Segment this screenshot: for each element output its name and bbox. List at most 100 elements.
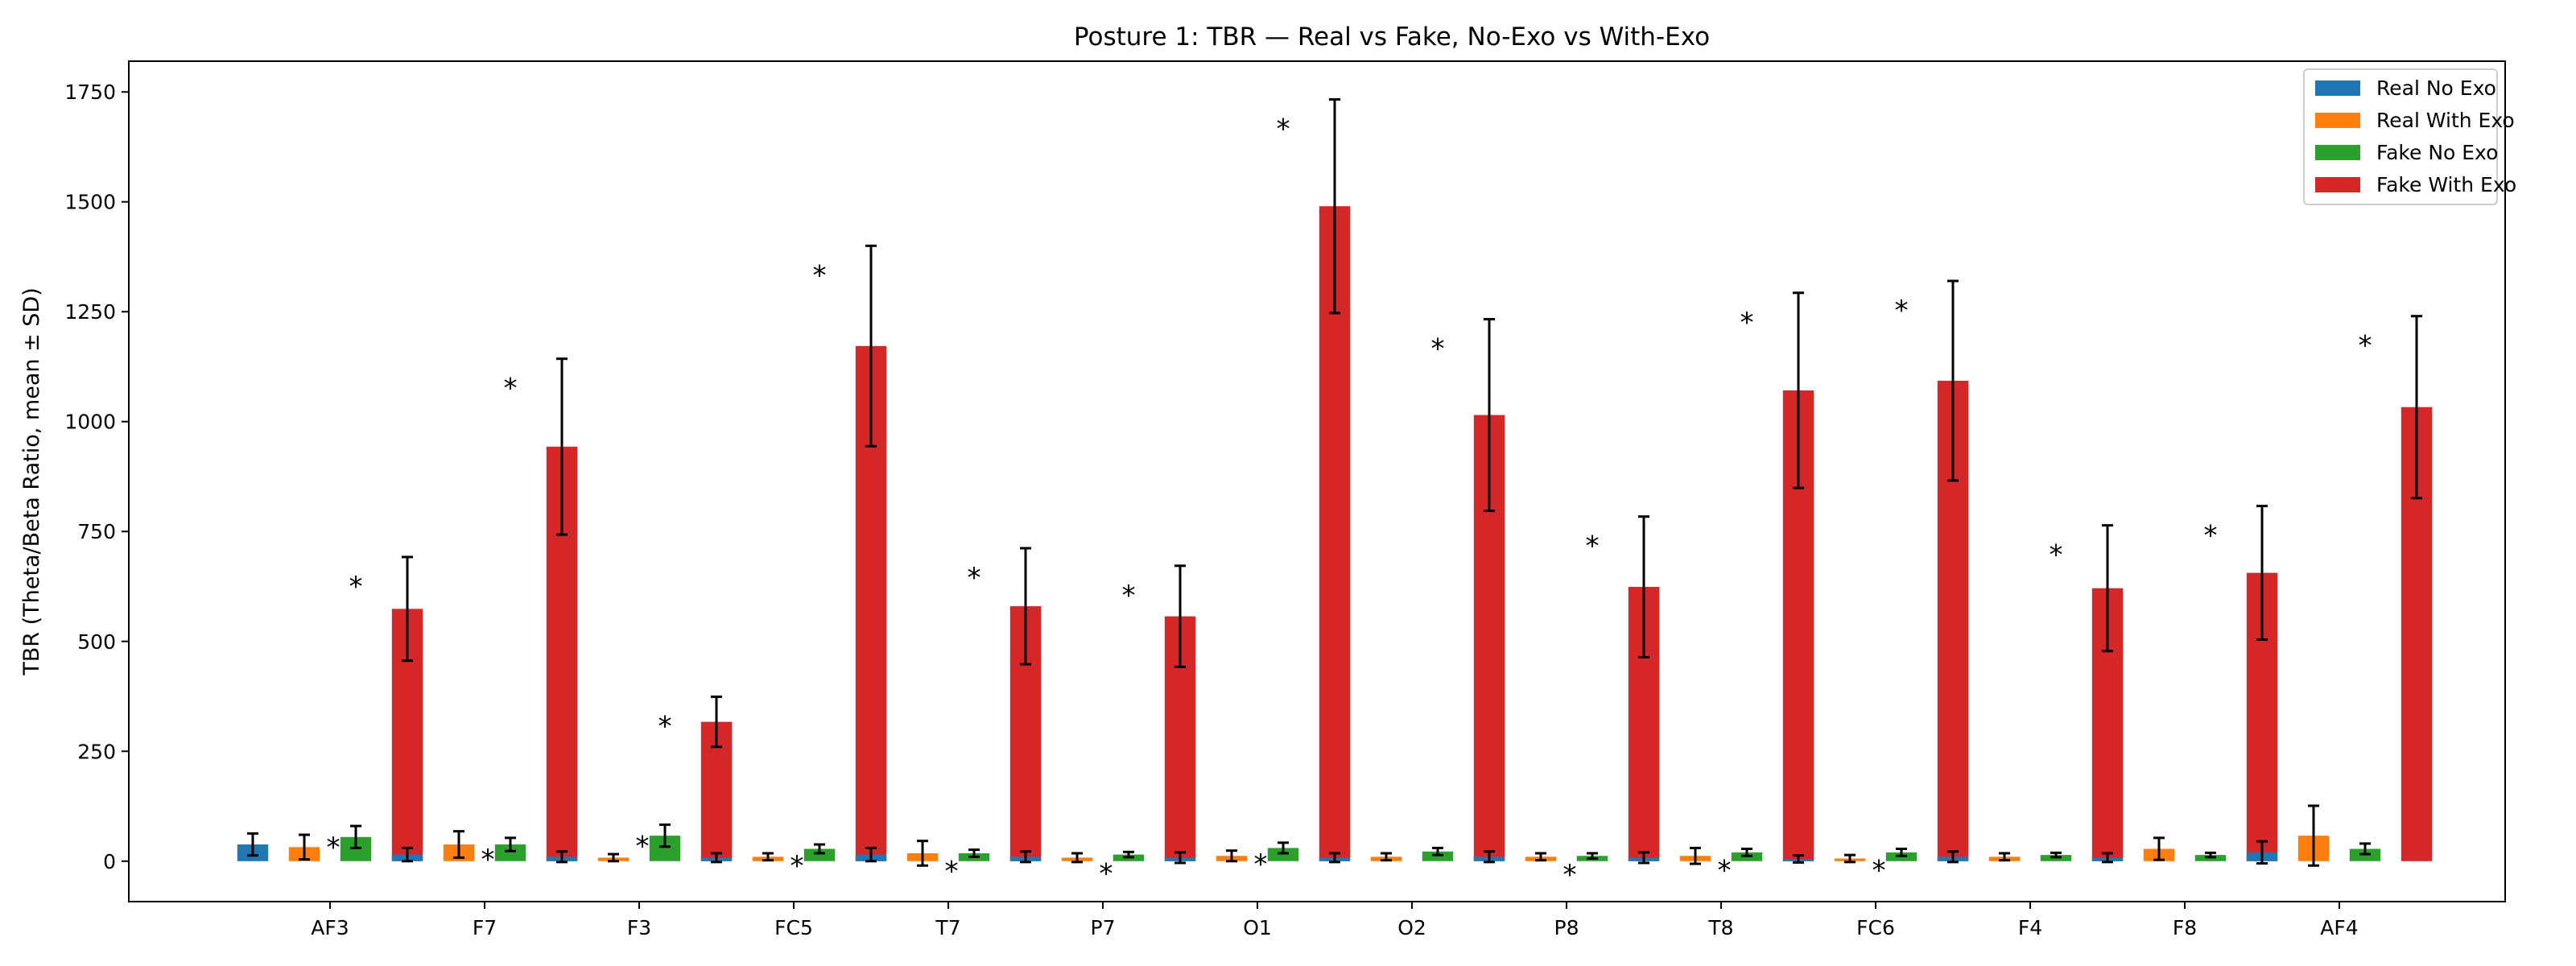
error-bar xyxy=(1690,846,1701,865)
significance-star: * xyxy=(1277,114,1290,146)
x-tick-label: F7 xyxy=(473,916,497,939)
error-bar xyxy=(350,824,361,849)
legend-label: Fake No Exo xyxy=(2376,141,2498,164)
legend-label: Real With Exo xyxy=(2376,109,2515,132)
significance-star: * xyxy=(1718,854,1732,886)
legend: Real No Exo Real With Exo Fake No Exo Fake … xyxy=(2303,68,2516,205)
error-bar xyxy=(762,852,774,862)
x-tick-label: AF3 xyxy=(311,916,349,939)
error-bar xyxy=(247,832,258,857)
error-bar xyxy=(711,852,722,864)
error-bar xyxy=(402,846,413,863)
y-axis-label: TBR (Theta/Beta Ratio, mean ± SD) xyxy=(19,287,44,676)
legend-label: Real No Exo xyxy=(2376,76,2496,100)
error-bar xyxy=(917,840,928,867)
legend-swatch xyxy=(2315,80,2360,96)
significance-star: * xyxy=(968,562,981,594)
error-bar xyxy=(1793,291,1804,489)
x-tick-label: F4 xyxy=(2018,916,2042,939)
error-bar xyxy=(1587,852,1598,860)
error-bar xyxy=(865,244,877,448)
error-bar xyxy=(1020,547,1031,666)
significance-star: * xyxy=(636,830,650,862)
x-tick-label: F8 xyxy=(2173,916,2197,939)
significance-star: * xyxy=(1586,530,1600,563)
error-bar xyxy=(1329,98,1340,315)
legend-swatch xyxy=(2315,145,2360,160)
error-bar xyxy=(299,833,310,861)
error-bar xyxy=(1844,853,1856,864)
x-tick-label: T8 xyxy=(1707,916,1733,939)
error-bar xyxy=(1638,515,1649,658)
legend-item: Fake No Exo xyxy=(2315,141,2498,164)
y-tick-label: 1500 xyxy=(64,191,116,214)
y-tick-label: 1000 xyxy=(64,411,116,434)
error-bar xyxy=(1999,852,2010,862)
significance-star: * xyxy=(1100,857,1113,890)
error-bar xyxy=(2102,524,2113,653)
x-tick-label: T7 xyxy=(935,916,960,939)
y-tick-label: 750 xyxy=(77,520,116,543)
error-bar xyxy=(2411,315,2422,500)
significance-markers-layer: * * * * * * * * * * * * * * * * * * * * * * * * xyxy=(327,114,2372,891)
error-bar xyxy=(2050,851,2062,859)
error-bar xyxy=(556,357,568,536)
significance-star: * xyxy=(1122,580,1136,612)
legend-item: Fake With Exo xyxy=(2315,173,2516,196)
x-axis: AF3 F7 F3 FC5 T7 P7 O1 O2 P8 T8 FC6 F4 F8 AF4 xyxy=(311,902,2359,939)
significance-star: * xyxy=(1254,848,1268,881)
x-tick-label: F3 xyxy=(627,916,651,939)
error-bar xyxy=(1896,847,1907,857)
bar xyxy=(494,844,526,861)
significance-star: * xyxy=(791,850,804,882)
x-tick-label: P8 xyxy=(1554,916,1579,939)
legend-item: Real With Exo xyxy=(2315,109,2515,132)
error-bar xyxy=(1741,847,1752,857)
significance-star: * xyxy=(1895,295,1909,327)
significance-star: * xyxy=(327,832,341,864)
error-bar xyxy=(1329,852,1340,864)
significance-star: * xyxy=(813,259,827,291)
error-bar xyxy=(1174,564,1186,668)
x-tick-label: O2 xyxy=(1397,916,1426,939)
legend-swatch xyxy=(2315,113,2360,128)
error-bar xyxy=(1174,851,1186,865)
error-bar xyxy=(1226,849,1237,863)
significance-star: * xyxy=(1563,859,1577,891)
y-tick-label: 1250 xyxy=(64,300,116,324)
significance-star: * xyxy=(658,711,672,743)
error-bar xyxy=(659,823,671,848)
error-bar xyxy=(1947,279,1959,482)
error-bar xyxy=(1432,846,1443,857)
bar xyxy=(1422,851,1454,861)
error-bar xyxy=(556,850,568,864)
legend-box xyxy=(2303,68,2498,205)
error-bar xyxy=(1278,841,1289,855)
significance-star: * xyxy=(2204,520,2218,552)
error-bar xyxy=(1947,850,1959,864)
error-bar xyxy=(505,836,516,852)
plot-area-frame xyxy=(128,60,2506,902)
error-bar xyxy=(2308,804,2319,867)
error-bar xyxy=(1484,850,1495,864)
error-bar xyxy=(1020,850,1031,864)
error-bar xyxy=(814,843,825,855)
y-tick-label: 250 xyxy=(77,740,116,763)
error-bar xyxy=(1793,854,1804,864)
significance-star: * xyxy=(504,373,518,405)
significance-star: * xyxy=(349,571,363,603)
significance-star: * xyxy=(945,856,959,888)
error-bar xyxy=(1535,852,1546,862)
chart-title: Posture 1: TBR — Real vs Fake, No-Exo vs… xyxy=(1074,23,1710,52)
x-tick-label: FC5 xyxy=(774,916,813,939)
bar xyxy=(1267,848,1299,861)
error-bar xyxy=(1123,850,1134,859)
y-tick-label: 0 xyxy=(103,850,116,873)
error-bars-layer xyxy=(247,98,2422,867)
bar xyxy=(1319,206,1351,861)
error-bar xyxy=(2256,840,2268,865)
error-bar xyxy=(1071,852,1083,864)
significance-star: * xyxy=(481,844,495,876)
x-tick-label: AF4 xyxy=(2320,916,2358,939)
error-bar xyxy=(2102,852,2113,864)
